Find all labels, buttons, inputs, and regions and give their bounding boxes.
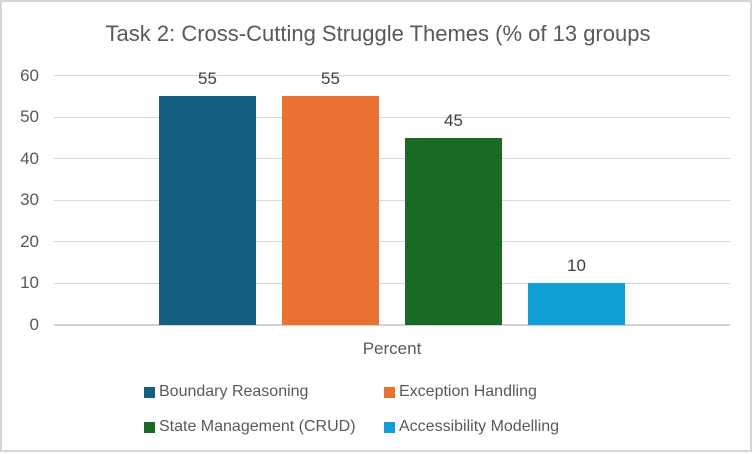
legend-label: Accessibility Modelling bbox=[399, 418, 560, 435]
y-tick-label: 60 bbox=[20, 65, 39, 85]
bar-boundary-reasoning[interactable] bbox=[159, 96, 256, 325]
gridline bbox=[54, 116, 730, 118]
gridline bbox=[54, 241, 730, 242]
y-tick-label: 40 bbox=[20, 148, 39, 168]
gridline bbox=[54, 199, 730, 201]
bar-accessibility-modelling[interactable] bbox=[528, 283, 625, 325]
x-axis-line bbox=[54, 323, 730, 326]
data-label-state-management-crud: 45 bbox=[444, 110, 463, 130]
y-tick-label: 10 bbox=[20, 273, 39, 292]
legend-item-exception-handling[interactable]: Exception Handling bbox=[384, 382, 559, 402]
y-tick-label: 50 bbox=[20, 107, 39, 126]
legend-item-accessibility-modelling[interactable]: Accessibility Modelling bbox=[384, 417, 559, 437]
x-axis-title: Percent bbox=[362, 339, 422, 358]
legend: Boundary Reasoning Exception Handling Stat… bbox=[144, 382, 559, 437]
bar-exception-handling[interactable] bbox=[282, 96, 379, 325]
y-tick-label: 30 bbox=[20, 190, 39, 209]
y-tick-label: 20 bbox=[20, 231, 39, 251]
y-tick-label: 0 bbox=[29, 314, 39, 334]
legend-item-boundary-reasoning[interactable]: Boundary Reasoning bbox=[144, 382, 384, 402]
gridline bbox=[54, 75, 730, 76]
legend-label: State Management (CRUD) bbox=[159, 418, 356, 435]
chart-title: Task 2: Cross-Cutting Struggle Themes (%… bbox=[105, 21, 651, 46]
legend-swatch-icon bbox=[384, 421, 395, 433]
legend-item-state-management-crud[interactable]: State Management (CRUD) bbox=[144, 417, 384, 437]
legend-swatch-icon bbox=[144, 421, 155, 433]
legend-swatch-icon bbox=[384, 386, 395, 398]
legend-swatch-icon bbox=[144, 386, 155, 398]
data-label-exception-handling: 55 bbox=[321, 69, 340, 89]
gridline bbox=[54, 282, 730, 284]
legend-label: Boundary Reasoning bbox=[159, 383, 309, 400]
gridline bbox=[54, 158, 730, 159]
legend-label: Exception Handling bbox=[399, 383, 537, 400]
bar-state-management-crud[interactable] bbox=[405, 137, 502, 325]
data-label-boundary-reasoning: 55 bbox=[198, 69, 217, 89]
data-label-accessibility-modelling: 10 bbox=[567, 256, 586, 275]
